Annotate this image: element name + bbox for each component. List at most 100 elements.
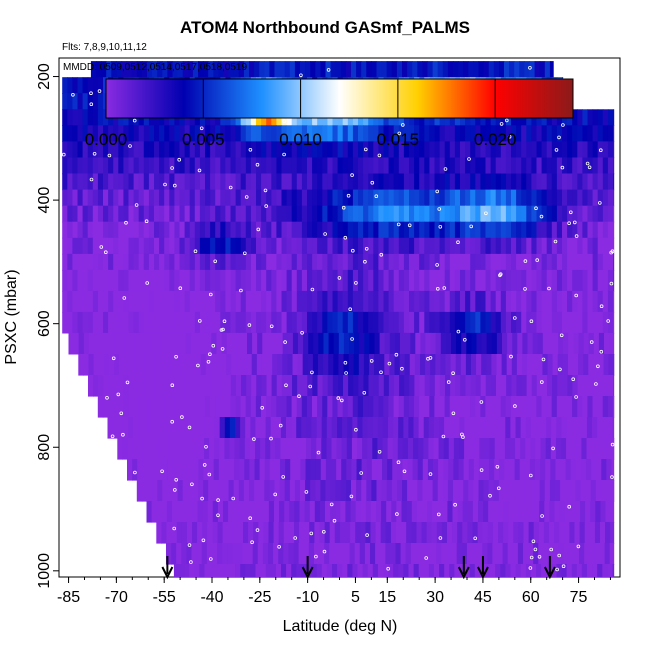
heat-cell <box>363 189 369 207</box>
heat-cell <box>551 269 558 292</box>
heat-cell <box>450 354 457 376</box>
heat-cell <box>495 290 502 313</box>
heat-cell <box>152 480 158 502</box>
heat-cell <box>342 311 349 334</box>
heat-cell <box>301 157 308 175</box>
heat-cell <box>389 354 396 376</box>
sample-point <box>198 319 202 323</box>
heat-cell <box>141 61 148 78</box>
heat-cell <box>204 396 211 418</box>
heat-cell <box>169 157 175 175</box>
heat-cell <box>327 311 334 334</box>
heat-cell <box>174 125 181 142</box>
heat-cell <box>243 61 250 78</box>
heat-cell <box>276 173 283 191</box>
heat-cell <box>572 221 578 239</box>
heat-cell <box>376 61 383 78</box>
heat-cell <box>551 237 558 255</box>
sample-point <box>200 496 204 501</box>
heat-cell <box>526 396 532 418</box>
heat-cell <box>154 173 160 191</box>
heat-cell <box>225 189 232 207</box>
heat-cell <box>478 61 485 78</box>
sample-point <box>539 380 544 384</box>
heat-cell <box>178 438 185 460</box>
sample-point <box>193 249 198 254</box>
heat-cell <box>352 221 359 239</box>
heat-cell <box>463 61 469 78</box>
heat-cell <box>388 221 395 239</box>
heat-cell <box>310 480 316 502</box>
heat-cell <box>378 311 385 334</box>
heat-cell <box>490 221 497 239</box>
sample-point <box>71 93 75 97</box>
heat-cell <box>383 125 390 142</box>
heat-cell <box>577 173 583 191</box>
heat-cell <box>281 311 288 334</box>
heat-cell <box>587 396 594 418</box>
heat-cell <box>67 221 73 239</box>
heat-cell <box>414 173 420 191</box>
heat-cell <box>546 125 553 142</box>
heat-cell <box>250 157 257 175</box>
heat-cell <box>347 290 354 313</box>
heat-cell <box>138 396 145 418</box>
heat-cell <box>251 354 258 376</box>
sample-point <box>197 168 202 173</box>
heat-cell <box>108 375 115 397</box>
heat-cell <box>245 221 252 239</box>
heat-cell <box>602 125 609 142</box>
heat-cell <box>362 564 369 577</box>
heat-cell <box>148 189 155 207</box>
heat-cell <box>180 332 187 355</box>
heat-cell <box>426 522 433 544</box>
heat-cell <box>300 61 306 78</box>
heat-cell <box>517 332 523 355</box>
heat-cell <box>368 157 374 175</box>
heat-cell <box>164 173 170 191</box>
heat-cell <box>551 311 558 334</box>
heat-cell <box>113 189 119 207</box>
heat-cell <box>261 290 267 313</box>
heat-cell <box>582 157 589 175</box>
heat-cell <box>485 375 492 397</box>
heat-cell <box>210 173 216 191</box>
heat-cell <box>612 417 615 439</box>
heat-cell <box>318 332 325 355</box>
heat-cell <box>97 77 104 94</box>
heat-cell <box>322 290 328 313</box>
heat-cell <box>577 269 583 292</box>
heat-cell <box>567 269 573 292</box>
heat-cell <box>301 290 308 313</box>
heat-cell <box>287 354 294 376</box>
heat-cell <box>148 417 154 439</box>
heat-cell <box>296 173 303 191</box>
colorbar-tick-label: 0.000 <box>85 130 128 149</box>
heat-cell <box>194 311 201 334</box>
heat-cell <box>439 564 445 577</box>
heat-cell <box>189 205 196 223</box>
heat-cell <box>490 237 497 255</box>
heat-cell <box>250 125 257 142</box>
sample-point <box>133 470 137 475</box>
heat-cell <box>609 332 615 355</box>
heat-cell <box>460 311 466 334</box>
heat-cell <box>352 564 359 577</box>
heat-cell <box>598 375 604 397</box>
heat-cell <box>475 173 481 191</box>
heat-cell <box>232 522 239 544</box>
sample-point <box>199 126 204 131</box>
heat-cell <box>356 480 362 502</box>
sample-point <box>134 203 139 207</box>
heat-cell <box>142 438 149 460</box>
heat-cell <box>166 543 172 565</box>
heat-cell <box>108 237 114 255</box>
sample-point <box>354 427 358 432</box>
heat-cell <box>290 459 296 481</box>
sample-point <box>209 292 213 297</box>
heat-cell <box>582 237 589 255</box>
heat-cell <box>584 543 590 565</box>
heat-cell <box>179 205 186 223</box>
heat-cell <box>576 438 582 460</box>
sample-point <box>541 357 546 362</box>
